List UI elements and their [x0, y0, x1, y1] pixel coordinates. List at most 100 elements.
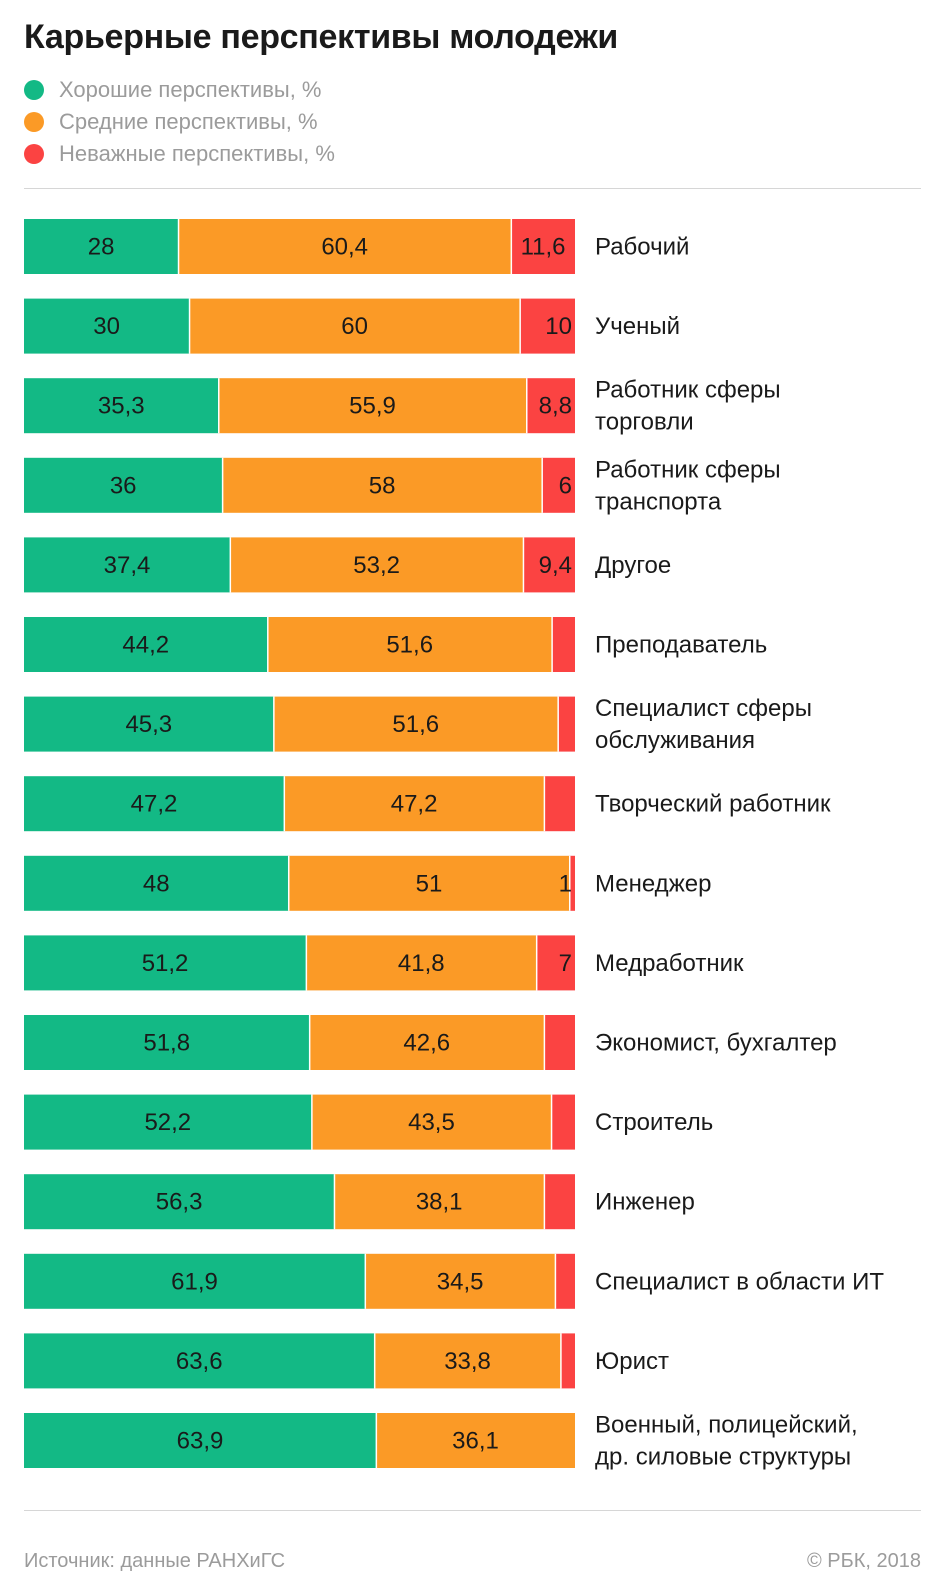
segment-divider — [560, 1333, 562, 1389]
bar-segment-medium — [309, 1015, 545, 1070]
legend-item-bad: Неважные перспективы, % — [24, 138, 335, 170]
category-label: обслуживания — [595, 727, 755, 754]
value-label-good: 37,4 — [104, 552, 151, 579]
bar-segment-good — [24, 776, 285, 832]
value-label-medium: 51,6 — [386, 632, 433, 659]
bar-row: 61,9 34,5 Специалист в области ИТ — [24, 1253, 884, 1309]
bar-segment-bad — [551, 1094, 575, 1150]
category-label: Преподаватель — [595, 632, 767, 659]
legend-label-medium: Средние перспективы, % — [59, 109, 318, 134]
bar-segment-bad — [511, 219, 575, 274]
segment-divider — [375, 1413, 378, 1468]
bar-row: 44,2 51,6 Преподаватель — [24, 617, 767, 672]
bar-segment-bad — [523, 537, 575, 593]
segment-divider — [364, 1253, 367, 1309]
value-label-good: 30 — [93, 313, 120, 340]
value-label-bad: 11,6 — [521, 234, 566, 261]
bar-segment-good — [24, 298, 190, 354]
segment-divider — [541, 457, 543, 513]
value-label-good: 63,6 — [176, 1348, 223, 1375]
category-label: Менеджер — [595, 870, 711, 897]
segment-divider — [557, 696, 559, 752]
bar-segment-bad — [557, 696, 575, 752]
bar-segment-good — [24, 457, 223, 513]
bar-segment-medium — [230, 537, 524, 593]
bar-row: 45,3 51,6 Специалист сферы обслуживания — [24, 695, 812, 754]
segment-divider — [543, 1015, 546, 1070]
value-label-medium: 41,8 — [398, 950, 445, 977]
bar-segment-good — [24, 696, 274, 752]
bar-segment-good — [24, 219, 179, 274]
value-label-good: 47,2 — [131, 791, 178, 818]
bar-row: 51,2 41,8 7 Медработник — [24, 935, 744, 991]
segment-divider — [373, 1333, 376, 1389]
top-divider — [24, 188, 921, 189]
bottom-divider — [24, 1510, 921, 1511]
bar-segment-good — [24, 1174, 335, 1230]
bar-row: 63,9 36,1 Военный, полицейский, др. силовые… — [24, 1412, 858, 1471]
value-label-medium: 51 — [416, 870, 443, 897]
segment-divider — [188, 298, 191, 354]
legend-item-good: Хорошие перспективы, % — [24, 74, 335, 106]
value-label-medium: 51,6 — [392, 711, 439, 738]
segment-divider — [568, 855, 571, 911]
segment-divider — [543, 1174, 546, 1230]
category-label: Специалист в области ИТ — [595, 1268, 884, 1295]
bar-segment-medium — [222, 457, 542, 513]
segment-divider — [221, 457, 224, 513]
segment-divider — [522, 537, 525, 593]
bar-segment-medium — [374, 1333, 561, 1389]
category-label: Ученый — [595, 313, 680, 340]
bar-segment-medium — [288, 855, 570, 911]
segment-divider — [287, 855, 290, 911]
category-label: Работник сферы — [595, 377, 781, 404]
bar-segment-medium — [365, 1253, 556, 1309]
value-label-bad: 7 — [559, 950, 572, 977]
value-label-good: 61,9 — [171, 1268, 218, 1295]
bar-segment-good — [24, 1253, 366, 1309]
bar-row: 48 51 1 Менеджер — [24, 855, 711, 911]
category-label: транспорта — [595, 488, 722, 515]
segment-divider — [554, 1253, 557, 1309]
bar-row: 63,6 33,8 Юрист — [24, 1333, 669, 1389]
bar-segment-good — [24, 1015, 310, 1070]
bar-segment-good — [24, 1094, 312, 1150]
value-label-medium: 42,6 — [403, 1030, 450, 1057]
value-label-good: 48 — [143, 870, 170, 897]
bar-row: 30 60 10 Ученый — [24, 298, 680, 354]
category-label: Медработник — [595, 950, 744, 977]
bar-segment-medium — [189, 298, 520, 354]
bar-segment-bad — [569, 855, 575, 911]
value-label-medium: 58 — [369, 472, 396, 499]
bar-segment-good — [24, 378, 219, 434]
value-label-good: 56,3 — [156, 1189, 203, 1216]
bar-segment-good — [24, 935, 307, 991]
value-label-good: 35,3 — [98, 393, 145, 420]
category-label: Юрист — [595, 1348, 669, 1375]
segment-divider — [551, 617, 553, 672]
segment-divider — [283, 776, 286, 832]
category-label: Другое — [595, 552, 671, 579]
category-label: Военный, полицейский, — [595, 1412, 858, 1439]
value-label-bad: 1 — [559, 870, 572, 897]
segment-divider — [510, 219, 513, 274]
bar-row: 47,2 47,2 Творческий работник — [24, 776, 831, 832]
segment-divider — [543, 776, 546, 832]
category-label: Инженер — [595, 1189, 695, 1216]
bar-segment-good — [24, 1333, 375, 1389]
value-label-bad: 9,4 — [539, 552, 572, 579]
source-note: Источник: данные РАНХиГС — [24, 1550, 286, 1572]
segment-divider — [229, 537, 232, 593]
segment-divider — [218, 378, 220, 434]
bar-segment-bad — [541, 457, 575, 513]
value-label-medium: 53,2 — [353, 552, 400, 579]
bar-segment-good — [24, 617, 268, 672]
bar-segment-bad — [555, 1253, 575, 1309]
bar-row: 28 60,4 11,6 Рабочий — [24, 219, 689, 274]
value-label-medium: 38,1 — [416, 1189, 463, 1216]
category-label: Рабочий — [595, 234, 689, 261]
bar-segment-medium — [284, 776, 545, 832]
segment-divider — [305, 935, 308, 991]
bar-segment-medium — [306, 935, 537, 991]
legend-swatch-good — [24, 80, 44, 100]
